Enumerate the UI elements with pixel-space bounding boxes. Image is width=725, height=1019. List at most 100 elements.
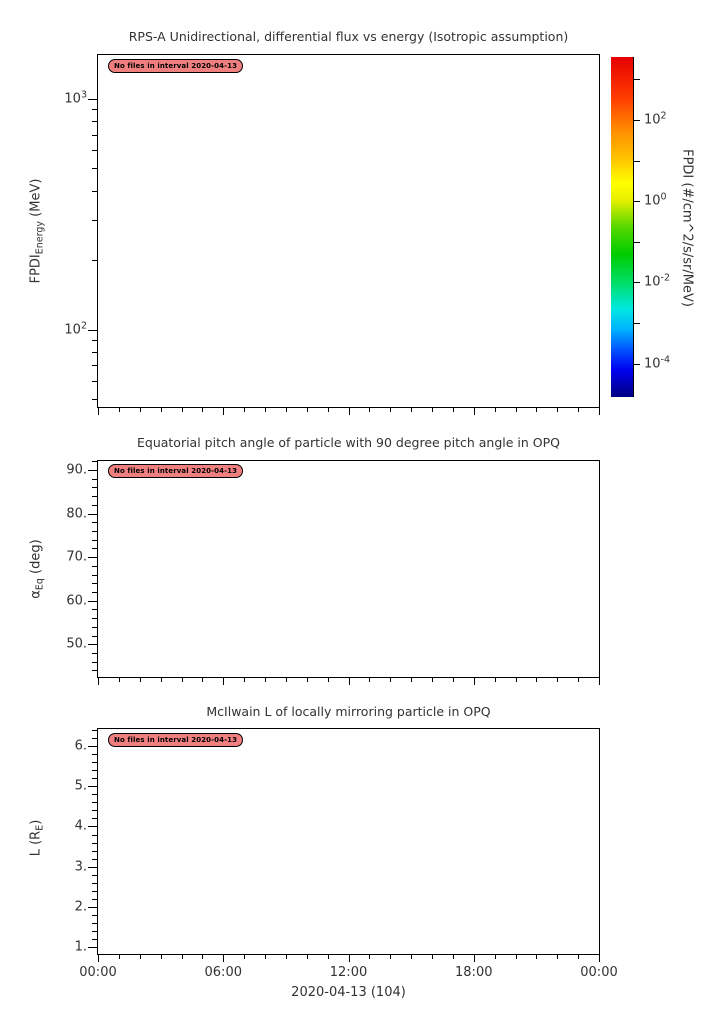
x-tick-minor (244, 955, 246, 959)
y-tick-label: 3. (74, 859, 87, 875)
x-tick-minor (369, 678, 371, 682)
x-tick-label: 00:00 (79, 965, 117, 980)
x-tick-minor (327, 408, 329, 412)
x-tick-minor (118, 678, 120, 682)
x-tick-major (223, 408, 225, 415)
x-tick-minor (494, 955, 496, 959)
x-tick-minor (432, 408, 433, 412)
y-tick-minor (92, 818, 97, 820)
y-tick-minor (92, 661, 97, 663)
y-tick-minor (92, 931, 97, 933)
y-tick-major (88, 745, 97, 747)
y-tick-minor (92, 762, 97, 764)
x-tick-minor (557, 678, 559, 682)
x-tick-minor (411, 408, 413, 412)
ylabel-flux-main: FPDI (28, 254, 44, 284)
y-tick-major (88, 469, 97, 471)
y-tick-minor (92, 729, 97, 731)
y-tick-minor (92, 794, 97, 796)
y-tick-major (88, 600, 97, 602)
colorbar: 102 100 10-2 10-4 (611, 57, 670, 397)
y-axis-label-flux: FPDIEnergy (MeV) (28, 178, 46, 284)
y-tick-minor (92, 810, 97, 812)
x-tick-minor (515, 408, 517, 412)
y-tick-minor (92, 753, 97, 755)
ylabel-flux-unit: (MeV) (28, 178, 44, 221)
x-tick-major (348, 678, 350, 685)
x-tick-major (98, 678, 99, 685)
y-tick-minor (92, 737, 97, 739)
x-tick-minor (494, 678, 496, 682)
y-tick-minor (92, 626, 97, 628)
y-tick-minor (92, 778, 97, 780)
y-tick-minor (92, 150, 97, 152)
x-tick-minor (411, 955, 413, 959)
y-tick-label: 2. (74, 899, 87, 915)
y-tick-minor (92, 530, 97, 532)
y-tick-minor (92, 618, 97, 620)
no-files-badge: No files in interval 2020-04-13 (108, 464, 244, 479)
x-tick-major (599, 408, 600, 415)
x-tick-minor (118, 408, 120, 412)
y-tick-minor (92, 121, 97, 123)
colorbar-tick (634, 119, 640, 121)
no-files-badge: No files in interval 2020-04-13 (108, 733, 244, 748)
x-tick-minor (327, 955, 329, 959)
y-tick-minor (92, 858, 97, 860)
y-tick-minor (92, 923, 97, 925)
x-tick-minor (244, 408, 246, 412)
x-tick-major (98, 408, 99, 415)
x-tick-minor (265, 955, 266, 959)
y-tick-major (88, 513, 97, 515)
x-tick-minor (265, 678, 266, 682)
x-tick-minor (139, 955, 141, 959)
y-tick-label: 102 (64, 320, 87, 338)
y-tick-label: 1. (74, 939, 87, 955)
y-axis-label-pitch: αEq (deg) (28, 539, 46, 598)
x-tick-minor (202, 408, 204, 412)
colorbar-gradient (611, 57, 634, 397)
y-tick-label: 60. (66, 593, 87, 609)
x-tick-major (599, 955, 600, 962)
colorbar-tick-label: 10-2 (644, 272, 671, 290)
colorbar-tick-label: 100 (644, 191, 667, 209)
panel-title-pitch: Equatorial pitch angle of particle with … (136, 435, 561, 450)
x-tick-minor (202, 678, 204, 682)
plot-area-lshell: 6. 5. 4. 3. 2. 1. 00:00 06:00 12:00 18:00 00:00 (75, 728, 618, 980)
x-tick-minor (515, 955, 517, 959)
y-tick-minor (92, 874, 97, 876)
y-tick-major (88, 329, 97, 331)
x-tick-minor (306, 408, 308, 412)
x-tick-minor (285, 678, 287, 682)
ylabel-pitch-unit: (deg) (28, 539, 44, 579)
y-tick-minor (92, 399, 97, 401)
y-tick-minor (92, 899, 97, 900)
y-tick-minor (92, 340, 97, 342)
x-tick-minor (411, 678, 413, 682)
no-files-badge: No files in interval 2020-04-13 (108, 59, 244, 74)
colorbar-tick (634, 201, 640, 203)
x-tick-minor (244, 678, 246, 682)
x-tick-minor (160, 955, 162, 959)
colorbar-tick-label: 10-4 (644, 354, 671, 372)
y-tick-major (88, 786, 97, 788)
y-tick-minor (92, 834, 97, 836)
x-tick-minor (536, 955, 538, 959)
x-tick-minor (118, 955, 120, 959)
y-tick-minor (92, 351, 97, 353)
y-tick-major (88, 98, 97, 100)
x-tick-minor (432, 678, 433, 682)
x-tick-minor (432, 955, 433, 959)
x-tick-minor (369, 408, 371, 412)
plot-area-pitch: 90. 80. 70. 60. 50. (66, 460, 600, 685)
colorbar-tick-label: 102 (644, 110, 667, 128)
x-tick-minor (536, 678, 538, 682)
x-tick-minor (515, 678, 517, 682)
y-tick-minor (92, 670, 97, 672)
y-tick-label: 5. (74, 778, 87, 794)
x-tick-minor (578, 408, 580, 412)
y-tick-minor (92, 653, 97, 655)
y-tick-minor (92, 635, 97, 637)
x-tick-label: 06:00 (204, 965, 242, 980)
